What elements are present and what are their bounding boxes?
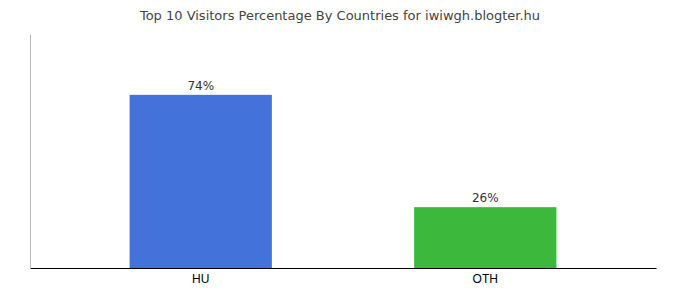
x-tick-label: OTH: [473, 272, 498, 286]
data-label: 26%: [472, 191, 499, 205]
title: Top 10 Visitors Percentage By Countries …: [139, 8, 540, 23]
plot-area: HU OTH 74% 26%: [31, 35, 657, 286]
bars: [130, 95, 557, 268]
x-axis: HU OTH: [31, 269, 657, 286]
x-tick: OTH: [473, 272, 498, 286]
x-tick-label: HU: [192, 272, 209, 286]
y-axis: [30, 35, 31, 269]
x-axis-line: [31, 268, 657, 269]
chart-container: HU OTH 74% 26% Top 10 Visitors Percentage By…: [0, 0, 680, 300]
bar: [414, 207, 556, 268]
bar: [130, 95, 272, 268]
y-axis-line: [30, 35, 31, 269]
data-labels: 74% 26%: [187, 79, 498, 205]
chart-svg: HU OTH 74% 26% Top 10 Visitors Percentage By…: [0, 0, 680, 300]
x-tick: HU: [192, 272, 209, 286]
data-label: 74%: [187, 79, 214, 93]
